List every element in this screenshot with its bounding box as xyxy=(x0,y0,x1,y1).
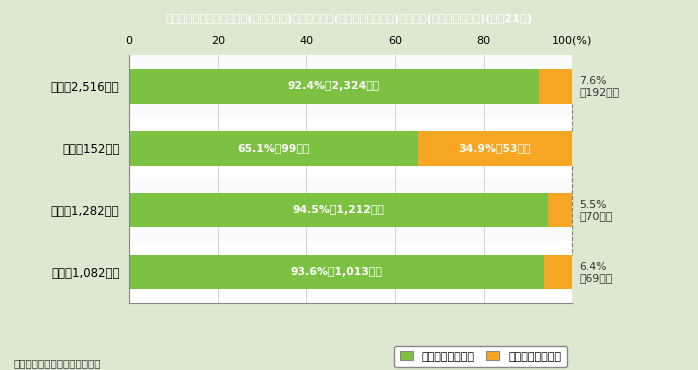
Bar xyxy=(544,255,572,289)
Bar xyxy=(129,131,417,165)
Legend: 女性配偶者の割合, 男性配偶者の割合: 女性配偶者の割合, 男性配偶者の割合 xyxy=(394,346,567,367)
Bar xyxy=(129,179,572,241)
Text: 92.4%（2,324件）: 92.4%（2,324件） xyxy=(288,81,380,91)
Bar xyxy=(417,131,572,165)
Text: 6.4%
（69件）: 6.4% （69件） xyxy=(579,262,612,283)
Text: 94.5%（1,212件）: 94.5%（1,212件） xyxy=(292,205,385,215)
Text: 7.6%
（192件）: 7.6% （192件） xyxy=(579,76,619,97)
Text: 5.5%
（70件）: 5.5% （70件） xyxy=(579,200,612,221)
Bar xyxy=(129,255,544,289)
Bar xyxy=(548,194,572,228)
Text: （備考）警察庁資料より作成。: （備考）警察庁資料より作成。 xyxy=(14,358,101,368)
Text: 第１－６－３図　配偶者間(内縁を含む)における犯罪(殺人，傷害，暴行)の被害者(検挙件数の割合)(平成21年): 第１－６－３図 配偶者間(内縁を含む)における犯罪(殺人，傷害，暴行)の被害者(… xyxy=(165,14,533,24)
Text: 34.9%（53件）: 34.9%（53件） xyxy=(459,144,531,154)
Bar xyxy=(539,70,572,104)
Text: 65.1%（99件）: 65.1%（99件） xyxy=(237,144,310,154)
Bar xyxy=(129,194,548,228)
Bar xyxy=(129,70,539,104)
Text: 93.6%（1,013件）: 93.6%（1,013件） xyxy=(290,268,383,278)
Bar xyxy=(129,56,572,117)
